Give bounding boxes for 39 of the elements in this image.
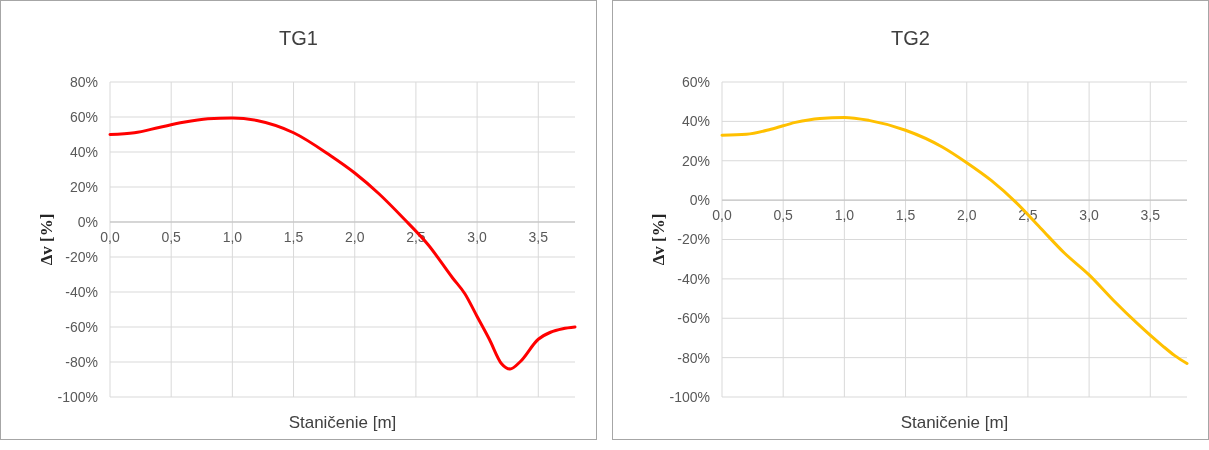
y-tick-label: -100%: [57, 388, 98, 405]
y-tick-label: -20%: [65, 248, 98, 265]
y-tick-label: -100%: [669, 388, 710, 405]
x-axis-title: Staničenie [m]: [900, 413, 1009, 432]
y-tick-label: -80%: [677, 349, 710, 366]
y-tick-label: -20%: [677, 231, 710, 248]
y-axis-title: Δv [%]: [649, 213, 668, 266]
y-tick-label: 20%: [69, 178, 98, 195]
x-tick-label: 3,5: [528, 229, 549, 245]
x-tick-label: 2,0: [957, 207, 977, 224]
y-tick-label: 40%: [681, 113, 710, 130]
x-tick-label: 1,5: [283, 229, 304, 245]
x-tick-label: 3,5: [1140, 207, 1161, 224]
y-tick-label: 60%: [681, 73, 710, 90]
y-tick-label: 60%: [69, 108, 98, 125]
x-tick-label: 0,5: [773, 207, 794, 224]
y-tick-label: 0%: [77, 213, 98, 230]
y-axis-title: Δv [%]: [37, 213, 56, 266]
chart-title: TG1: [279, 27, 318, 49]
x-tick-label: 2,0: [345, 229, 365, 245]
x-tick-label: 0,0: [712, 207, 732, 224]
x-tick-label: 0,5: [161, 229, 182, 245]
x-tick-label: 1,0: [834, 207, 855, 224]
y-tick-label: -60%: [677, 310, 710, 327]
y-tick-label: 0%: [689, 192, 710, 209]
y-tick-label: -60%: [65, 318, 98, 335]
x-tick-label: 3,0: [1079, 207, 1100, 224]
y-tick-label: -40%: [65, 283, 98, 300]
x-tick-label: 1,5: [895, 207, 916, 224]
y-tick-label: -80%: [65, 353, 98, 370]
x-tick-label: 0,0: [100, 229, 120, 245]
x-tick-label: 1,0: [222, 229, 243, 245]
x-axis-title: Staničenie [m]: [288, 413, 397, 432]
x-tick-label: 3,0: [467, 229, 488, 245]
chart-title: TG2: [891, 27, 930, 49]
y-tick-label: -40%: [677, 270, 710, 287]
y-tick-label: 40%: [69, 143, 98, 160]
y-tick-label: 80%: [69, 73, 98, 90]
y-tick-label: 20%: [681, 152, 710, 169]
